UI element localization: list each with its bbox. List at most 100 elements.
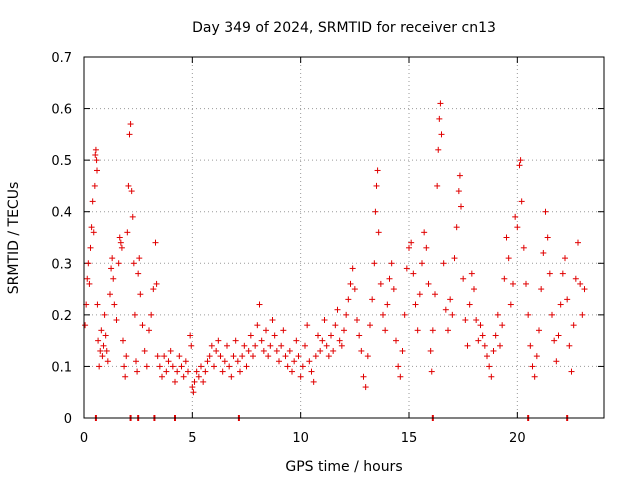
data-point — [136, 255, 143, 262]
data-point — [468, 270, 475, 277]
y-tick-label: 0.1 — [51, 360, 72, 375]
data-point — [133, 358, 139, 365]
data-point — [219, 368, 226, 375]
data-point — [386, 275, 393, 282]
data-point — [490, 347, 497, 354]
data-point — [308, 368, 315, 375]
data-point — [330, 347, 337, 354]
data-point — [113, 317, 120, 324]
y-tick-label: 0.6 — [51, 103, 72, 118]
data-point — [492, 332, 499, 339]
data-point — [536, 327, 542, 334]
data-point — [336, 337, 343, 344]
data-point — [260, 347, 267, 354]
data-point — [190, 389, 197, 396]
data-point — [453, 224, 460, 231]
data-point — [243, 363, 250, 370]
data-point — [440, 260, 447, 267]
data-point — [125, 182, 132, 189]
data-point — [148, 311, 155, 318]
data-point — [380, 311, 386, 318]
y-tick-label: 0.7 — [51, 51, 72, 66]
data-point — [399, 347, 406, 354]
data-point — [263, 327, 269, 334]
data-point — [475, 337, 482, 344]
data-point — [88, 224, 95, 231]
data-point — [206, 353, 213, 360]
data-point — [360, 373, 367, 380]
data-point — [97, 347, 104, 354]
data-point — [126, 131, 133, 138]
data-point — [315, 332, 321, 339]
data-point — [505, 255, 512, 262]
data-point — [525, 311, 532, 318]
data-point — [89, 198, 96, 205]
data-point — [118, 244, 125, 251]
data-point — [395, 363, 402, 370]
data-point — [289, 368, 295, 375]
data-point — [169, 363, 176, 370]
data-point — [555, 332, 562, 339]
data-point — [497, 342, 503, 349]
data-point — [566, 342, 573, 349]
data-point — [239, 353, 246, 360]
data-point — [165, 358, 172, 365]
data-point — [369, 296, 376, 303]
data-point — [141, 347, 148, 354]
data-point — [129, 213, 136, 220]
data-points — [82, 100, 588, 421]
data-point — [503, 234, 510, 241]
data-point — [228, 373, 235, 380]
data-point — [421, 229, 428, 236]
data-point — [375, 229, 382, 236]
data-point — [85, 260, 92, 267]
data-point — [200, 378, 207, 385]
data-point — [317, 347, 324, 354]
data-point — [211, 363, 217, 370]
y-tick-label: 0.2 — [51, 309, 72, 324]
data-point — [507, 301, 514, 308]
data-point — [456, 172, 463, 179]
data-point — [102, 332, 109, 339]
data-point — [484, 353, 490, 360]
data-point — [159, 373, 165, 380]
data-point — [135, 270, 142, 277]
data-point — [477, 322, 484, 329]
data-point — [334, 306, 341, 313]
data-point — [276, 358, 282, 365]
data-point — [367, 322, 373, 329]
data-point — [546, 270, 553, 277]
y-tick-label: 0.5 — [51, 154, 72, 169]
data-point — [445, 327, 451, 334]
data-point — [82, 322, 89, 329]
data-point — [172, 378, 178, 385]
data-point — [577, 280, 584, 287]
data-point — [98, 327, 105, 334]
data-point — [371, 260, 378, 267]
axis-ticks: 0 0.1 0.2 0.3 0.4 0.5 0.6 0.7 0 5 10 15 20 — [51, 51, 604, 446]
data-point — [107, 291, 113, 298]
data-point — [226, 363, 233, 370]
data-point — [297, 373, 304, 380]
x-tick-label: 15 — [401, 431, 418, 446]
data-point — [349, 265, 356, 272]
data-point — [299, 363, 306, 370]
data-point — [198, 363, 204, 370]
data-point — [269, 317, 276, 324]
data-point — [258, 337, 265, 344]
data-point — [410, 270, 417, 277]
data-point — [293, 337, 300, 344]
data-point — [124, 229, 131, 236]
data-point — [332, 322, 339, 329]
data-point — [188, 342, 195, 349]
data-point — [252, 342, 259, 349]
data-point — [438, 131, 445, 138]
data-point — [250, 353, 256, 360]
data-point — [121, 363, 128, 370]
data-point — [494, 311, 501, 318]
data-point — [286, 347, 293, 354]
data-point — [92, 146, 99, 153]
data-point — [215, 337, 222, 344]
data-point — [428, 368, 435, 375]
